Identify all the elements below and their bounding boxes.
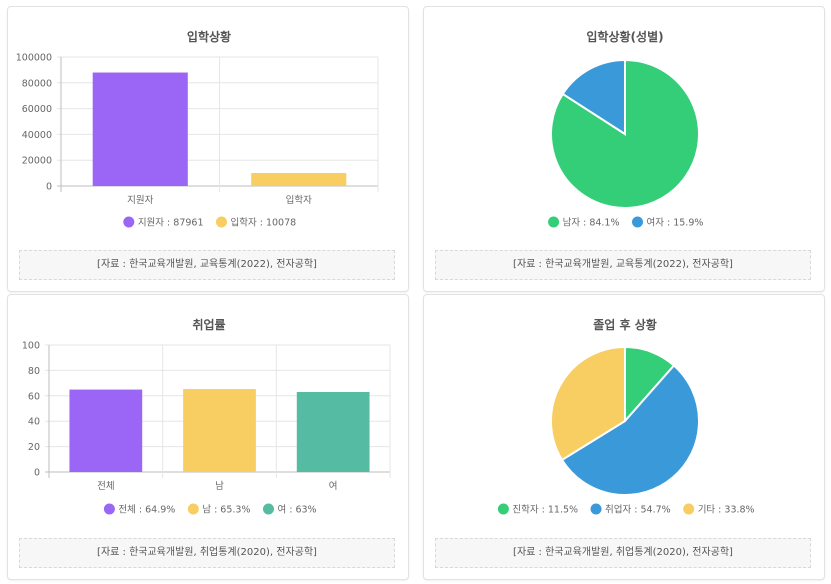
- y-tick-label: 40: [28, 417, 40, 428]
- chart-title: 입학상황: [187, 29, 231, 44]
- legend-label: 취업자 : 54.7%: [605, 504, 671, 516]
- source-note: [자료 : 한국교육개발원, 취업통계(2020), 전자공학]: [435, 538, 811, 568]
- chart-legend: 진학자 : 11.5% 취업자 : 54.7% 기타 : 33.8%: [497, 503, 755, 516]
- chart-legend: 남자 : 84.1% 여자 : 15.9%: [548, 216, 704, 229]
- x-tick-label: 여: [329, 480, 338, 492]
- admission-gender-pie-chart: 입학상황(성별) 남자 : 84.1% 여자 : 15.9%: [548, 29, 704, 229]
- bar-남: [183, 389, 256, 472]
- y-tick-label: 20: [28, 442, 40, 453]
- pie-slice-남자: [550, 58, 700, 209]
- chart-legend: 지원자 : 87961 입학자 : 10078: [123, 216, 297, 229]
- chart-legend: 전체 : 64.9% 남 : 65.3% 여 : 63%: [103, 503, 317, 516]
- legend-marker: [187, 503, 199, 515]
- y-tick-label: 60000: [22, 104, 52, 115]
- chart-title: 입학상황(성별): [586, 29, 663, 44]
- source-note: [자료 : 한국교육개발원, 교육통계(2022), 전자공학]: [19, 250, 395, 280]
- admission-bar-chart: 입학상황 0 20000 40000 60000 80000 100000 지원자 입학자지원…: [16, 29, 379, 229]
- bar-전체: [69, 389, 143, 472]
- chart-title: 취업률: [192, 317, 225, 332]
- legend-label: 여 : 63%: [277, 504, 316, 516]
- y-tick-label: 20000: [22, 156, 52, 167]
- bar-여: [296, 391, 370, 472]
- source-note: [자료 : 한국교육개발원, 교육통계(2022), 전자공학]: [435, 250, 811, 280]
- pie-slice-취업자: [560, 364, 700, 496]
- bar-지원자: [92, 72, 188, 186]
- legend-label: 여자 : 15.9%: [647, 217, 704, 229]
- post-graduation-chart-card: 졸업 후 상황 진학자 : 11.5% 취업자 : 54.7% 기타 : 33.8%…: [423, 294, 825, 580]
- legend-label: 지원자 : 87961: [138, 218, 204, 229]
- legend-marker: [123, 216, 135, 228]
- employment-rate-bar-chart: 취업률 0 20 40 60 80 100 전체 남 여전체 : 64.9% 남 : 65.3% 여…: [22, 317, 391, 516]
- legend-marker: [548, 216, 560, 228]
- legend-label: 전체 : 64.9%: [118, 505, 175, 516]
- legend-marker: [632, 216, 643, 228]
- pie-slice-기타: [550, 345, 626, 462]
- post-graduation-pie-chart: 졸업 후 상황 진학자 : 11.5% 취업자 : 54.7% 기타 : 33.8%: [497, 317, 755, 516]
- legend-marker: [590, 503, 602, 515]
- y-tick-label: 0: [46, 182, 52, 193]
- y-tick-label: 100: [22, 341, 40, 352]
- legend-label: 진학자 : 11.5%: [512, 505, 578, 516]
- chart-title: 졸업 후 상황: [593, 317, 657, 332]
- bar-입학자: [251, 172, 347, 186]
- x-tick-label: 전체: [97, 481, 114, 492]
- legend-marker: [216, 216, 227, 228]
- legend-label: 남 : 65.3%: [202, 505, 250, 516]
- pie-slice-여자: [561, 58, 626, 136]
- legend-marker: [262, 503, 274, 515]
- y-tick-label: 80000: [22, 78, 52, 89]
- admission-gender-chart-card: 입학상황(성별) 남자 : 84.1% 여자 : 15.9% [자료 : 한국교육…: [423, 6, 825, 292]
- x-tick-label: 지원자: [127, 195, 153, 206]
- y-tick-label: 100000: [16, 53, 52, 64]
- y-tick-label: 80: [28, 366, 40, 377]
- y-tick-label: 0: [34, 468, 40, 479]
- x-tick-label: 남: [215, 481, 224, 492]
- legend-marker: [497, 503, 509, 515]
- y-tick-label: 40000: [22, 130, 52, 141]
- y-tick-label: 60: [28, 391, 40, 402]
- legend-marker: [103, 503, 115, 515]
- legend-marker: [683, 503, 695, 515]
- legend-label: 기타 : 33.8%: [698, 505, 755, 516]
- legend-label: 남자 : 84.1%: [563, 218, 620, 229]
- source-note: [자료 : 한국교육개발원, 취업통계(2020), 전자공학]: [19, 538, 395, 568]
- x-tick-label: 입학자: [286, 194, 312, 206]
- legend-label: 입학자 : 10078: [231, 217, 297, 229]
